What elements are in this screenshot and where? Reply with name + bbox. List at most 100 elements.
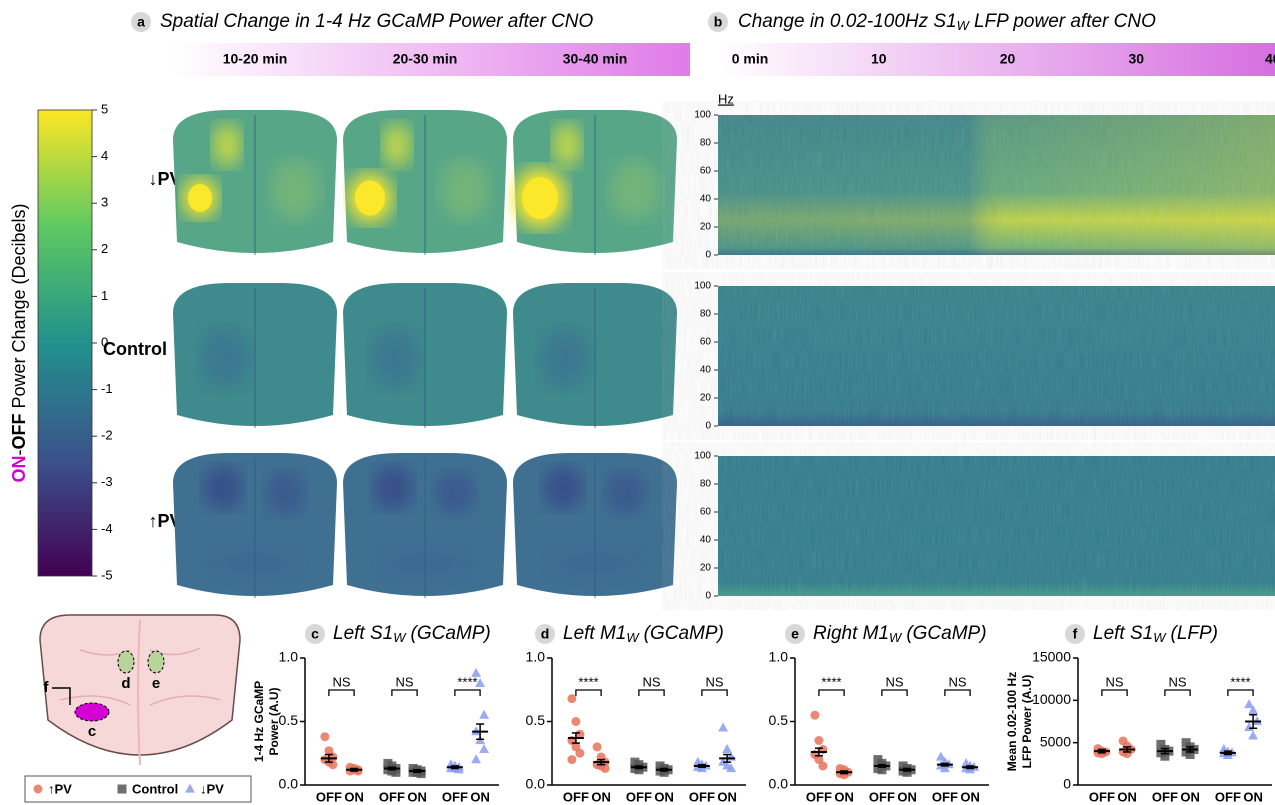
y-tick-label: 0	[705, 591, 711, 602]
label-off: OFF	[9, 414, 29, 450]
cool-spot	[373, 466, 413, 510]
y-tick-label: 10000	[1032, 691, 1071, 707]
data-point	[1244, 699, 1255, 709]
cool-spot	[545, 543, 645, 583]
x-tick-label: OFF	[316, 789, 342, 804]
legend-marker	[185, 783, 195, 793]
cool-spot	[375, 543, 475, 583]
significance-label: NS	[885, 674, 903, 689]
time-bar	[718, 43, 1275, 76]
warm-spot	[553, 123, 581, 167]
title-main: Left S1	[333, 623, 393, 644]
x-tick-label: ON	[717, 789, 737, 804]
significance-label: NS	[395, 674, 413, 689]
time-label: 40	[1265, 51, 1275, 67]
title-sub: W	[626, 630, 640, 645]
brain-map	[173, 453, 337, 598]
time-label: 10-20 min	[223, 51, 288, 67]
x-tick-label: ON	[897, 789, 917, 804]
legend-box	[24, 775, 252, 803]
panel-label: b	[714, 14, 723, 30]
y-tick-label: 80	[700, 138, 712, 149]
y-tick-label: 1.0	[279, 649, 299, 665]
colorbar-tick-label: 0	[101, 334, 108, 349]
data-point	[320, 732, 330, 742]
vessels	[59, 647, 221, 706]
panel-badge	[305, 624, 325, 644]
time-label: 30-40 min	[563, 51, 628, 67]
y-tick-label: 40	[700, 535, 712, 546]
legend-marker	[117, 784, 127, 794]
warm-spot	[440, 160, 490, 220]
brain-shape	[513, 283, 677, 426]
y-axis-label: Power (A.U)	[267, 687, 281, 755]
brain-map	[343, 283, 507, 428]
panel-title: Spatial Change in 1-4 Hz GCaMP Power aft…	[160, 11, 594, 32]
y-tick-label: 20	[700, 222, 712, 233]
roi-label: e	[152, 675, 160, 692]
y-tick-label: 20	[700, 393, 712, 404]
colorbar-tick-label: -5	[101, 567, 113, 582]
significance-bracket	[454, 689, 481, 696]
y-tick-label: 80	[700, 309, 712, 320]
data-point	[416, 769, 426, 779]
roi-label: d	[121, 675, 130, 692]
title-sub: W	[393, 630, 407, 645]
data-point	[453, 764, 464, 774]
y-tick-label: 20	[700, 563, 712, 574]
brain-map	[173, 283, 337, 428]
brain-shape	[343, 283, 507, 426]
title-suffix: LFP power after CNO	[974, 11, 1156, 32]
y-tick-label: 0.0	[526, 776, 546, 792]
x-tick-label: OFF	[626, 789, 652, 804]
y-tick-label: 40	[700, 365, 712, 376]
spectrogram-texture	[718, 456, 1275, 596]
cool-spot	[370, 328, 420, 388]
x-tick-label: OFF	[806, 789, 832, 804]
cool-spot	[540, 328, 590, 388]
hot-spot	[355, 180, 385, 216]
data-point	[479, 744, 490, 754]
time-label: 0 min	[732, 51, 769, 67]
y-tick-label: 0.5	[526, 712, 546, 728]
colorbar-label: ON-OFF Power Change (Decibels)	[9, 203, 29, 482]
label-on: ON	[9, 456, 29, 483]
colorbar-tick-label: 5	[101, 101, 108, 116]
significance-bracket	[1227, 689, 1254, 696]
data-point	[471, 754, 482, 764]
significance-bracket	[881, 689, 908, 696]
roi-e	[147, 650, 165, 674]
x-tick-label: ON	[344, 789, 364, 804]
title-main: Left S1	[1093, 623, 1153, 644]
hot-spot	[522, 177, 558, 219]
data-point	[1248, 730, 1259, 740]
colorbar-tick-label: -3	[101, 474, 113, 489]
time-bar	[170, 43, 690, 76]
title-suffix: (GCaMP)	[906, 623, 986, 644]
colorbar-tick-label: -1	[101, 381, 113, 396]
data-point	[634, 765, 644, 775]
data-point	[575, 729, 585, 739]
significance-label: NS	[1105, 674, 1123, 689]
y-tick-label: 60	[700, 507, 712, 518]
x-tick-label: OFF	[442, 789, 468, 804]
brain-map	[173, 110, 337, 255]
y-axis-label: Mean 0.02-100 Hz	[1005, 672, 1019, 771]
x-tick-label: ON	[834, 789, 854, 804]
midline	[137, 619, 141, 766]
data-point	[877, 765, 887, 775]
panel-badge	[708, 12, 728, 32]
x-tick-label: ON	[1117, 789, 1137, 804]
significance-bracket	[575, 689, 602, 696]
panel-label: d	[541, 626, 550, 642]
cool-spot	[435, 471, 475, 515]
row-label: ↑PV	[148, 511, 181, 531]
time-label: 10	[871, 51, 887, 67]
significance-bracket	[701, 689, 728, 696]
hot-spot	[188, 184, 212, 212]
x-tick-label: ON	[960, 789, 980, 804]
cool-spot	[265, 471, 305, 515]
data-point	[600, 763, 610, 773]
cool-spot	[205, 543, 305, 583]
significance-bracket	[944, 689, 971, 696]
